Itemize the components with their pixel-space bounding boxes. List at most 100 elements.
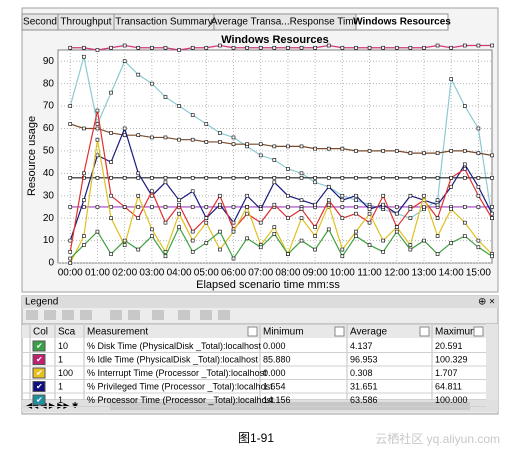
point-marker — [394, 176, 399, 180]
point-marker — [449, 77, 453, 81]
point-marker — [299, 45, 304, 50]
point-marker — [381, 176, 385, 180]
point-marker — [150, 227, 154, 232]
point-marker — [258, 207, 263, 211]
point-marker — [109, 176, 113, 180]
point-marker — [245, 193, 249, 198]
tool-icon[interactable] — [178, 310, 190, 320]
point-marker — [218, 131, 222, 135]
table-cell: 1 — [58, 395, 63, 405]
point-marker — [68, 261, 73, 265]
table-cell: % Interrupt Time (Processor _Total):loca… — [87, 368, 267, 378]
point-marker — [190, 176, 195, 180]
legend-title: Legend — [25, 297, 58, 308]
point-marker — [150, 135, 154, 140]
point-marker — [68, 45, 73, 50]
color-cell[interactable] — [32, 394, 46, 406]
point-marker — [490, 43, 494, 48]
point-marker — [122, 176, 127, 180]
point-marker — [476, 193, 481, 198]
tool-icon[interactable] — [80, 310, 92, 320]
check: ✔ — [36, 342, 43, 351]
nav-buttons[interactable]: ◀◀ ◀ ▶ ▶▶ ✱ — [26, 401, 79, 410]
tool-icon[interactable] — [128, 310, 140, 320]
table-cell: 100 — [58, 368, 73, 378]
y-axis-label: Resource usage — [26, 116, 38, 196]
tool-icon[interactable] — [44, 310, 56, 320]
sort-button[interactable] — [473, 326, 484, 337]
point-marker — [462, 104, 467, 108]
point-marker — [408, 151, 413, 155]
tab[interactable] — [355, 13, 449, 31]
point-marker — [462, 176, 467, 180]
point-marker — [231, 176, 236, 180]
point-marker — [95, 176, 100, 180]
tool-icon[interactable] — [218, 310, 230, 320]
point-marker — [163, 205, 168, 209]
point-marker — [354, 198, 358, 203]
color-cell[interactable] — [32, 340, 46, 352]
point-marker — [109, 131, 113, 135]
point-marker — [272, 232, 277, 236]
point-marker — [245, 45, 249, 50]
y-tick-label: 80 — [43, 78, 55, 89]
tab-label: Throughput — [60, 17, 111, 28]
point-marker — [122, 238, 127, 243]
tool-icon[interactable] — [26, 310, 38, 320]
tool-icon[interactable] — [62, 310, 74, 320]
watermark: 云栖社区 yq.aliyun.com — [375, 431, 500, 446]
scrollbar[interactable] — [486, 324, 498, 400]
point-marker — [122, 126, 127, 131]
point-marker — [109, 90, 113, 95]
point-marker — [190, 249, 195, 254]
point-marker — [204, 220, 209, 225]
point-marker — [82, 126, 86, 131]
point-marker — [422, 193, 426, 198]
point-marker — [435, 252, 440, 256]
y-tick-label: 50 — [43, 146, 55, 157]
point-marker — [82, 54, 86, 59]
point-marker — [136, 193, 141, 198]
tool-icon[interactable] — [200, 310, 212, 320]
point-marker — [95, 48, 100, 52]
point-marker — [122, 43, 127, 48]
point-marker — [95, 153, 100, 158]
y-tick-label: 90 — [43, 56, 55, 67]
point-marker — [476, 176, 481, 180]
point-marker — [476, 184, 481, 189]
sort-button[interactable] — [419, 326, 430, 337]
point-marker — [449, 176, 453, 180]
sort-button[interactable] — [334, 326, 345, 337]
point-marker — [163, 254, 168, 259]
x-tick-label: 07:00 — [248, 268, 273, 279]
point-marker — [245, 142, 249, 146]
point-marker — [150, 205, 154, 209]
point-marker — [82, 243, 86, 247]
point-marker — [204, 122, 209, 126]
point-marker — [272, 180, 277, 185]
color-cell[interactable] — [32, 354, 46, 365]
point-marker — [435, 176, 440, 180]
point-marker — [286, 45, 290, 50]
point-marker — [163, 135, 168, 140]
color-cell[interactable] — [32, 367, 46, 379]
pin-icon[interactable]: ⊕ × — [478, 297, 495, 308]
point-marker — [82, 234, 86, 238]
table-cell: 1 — [58, 354, 63, 364]
point-marker — [340, 247, 345, 252]
point-marker — [367, 45, 372, 50]
column-header: Col — [33, 327, 48, 338]
point-marker — [82, 171, 86, 176]
point-marker — [367, 211, 372, 216]
tool-icon[interactable] — [110, 310, 122, 320]
point-marker — [476, 126, 481, 131]
point-marker — [326, 198, 331, 203]
point-marker — [136, 133, 141, 137]
sort-button[interactable] — [247, 326, 258, 337]
point-marker — [313, 176, 317, 180]
tool-icon[interactable] — [152, 310, 164, 320]
y-tick-label: 30 — [43, 190, 55, 201]
point-marker — [354, 193, 358, 198]
color-cell[interactable] — [32, 381, 46, 392]
